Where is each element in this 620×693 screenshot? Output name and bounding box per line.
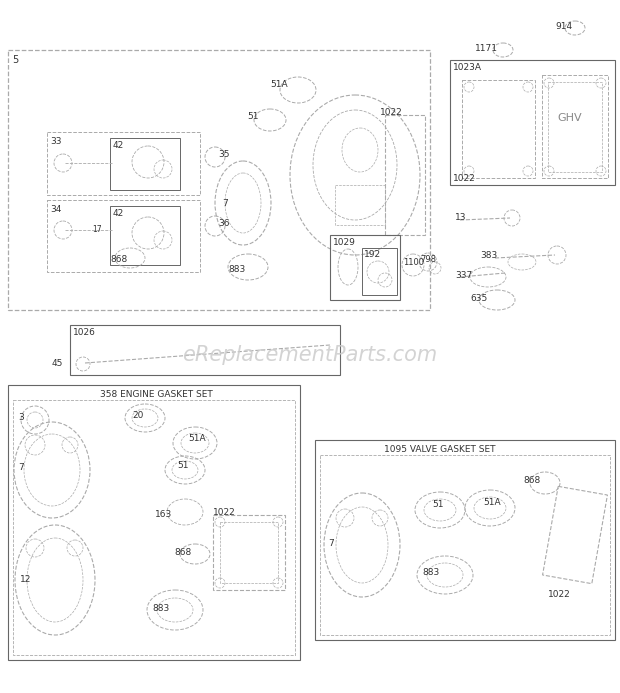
Bar xyxy=(542,486,608,584)
Bar xyxy=(335,185,385,225)
Text: 1022: 1022 xyxy=(380,108,403,117)
Text: 163: 163 xyxy=(155,510,172,519)
Text: 868: 868 xyxy=(110,256,127,265)
Text: 42: 42 xyxy=(113,209,124,218)
Text: 883: 883 xyxy=(422,568,439,577)
Text: 7: 7 xyxy=(222,200,228,209)
Text: 51A: 51A xyxy=(483,498,500,507)
Text: 35: 35 xyxy=(218,150,229,159)
Text: 883: 883 xyxy=(152,604,169,613)
Text: 868: 868 xyxy=(174,548,191,557)
Bar xyxy=(330,235,400,300)
Text: 7: 7 xyxy=(328,538,334,547)
Bar xyxy=(13,400,295,655)
Bar xyxy=(110,138,180,190)
Bar xyxy=(385,115,425,235)
Text: 1026: 1026 xyxy=(73,328,96,337)
Text: 45: 45 xyxy=(52,358,63,367)
Bar xyxy=(70,325,340,375)
Text: 20: 20 xyxy=(132,411,143,420)
Text: 17: 17 xyxy=(92,225,102,234)
Text: 1100: 1100 xyxy=(403,258,424,267)
Text: 36: 36 xyxy=(218,219,229,228)
Bar xyxy=(315,440,615,640)
Text: eReplacementParts.com: eReplacementParts.com xyxy=(182,345,438,365)
Text: 7: 7 xyxy=(18,462,24,471)
Text: 914: 914 xyxy=(555,22,572,31)
Text: GHV: GHV xyxy=(557,113,582,123)
Bar xyxy=(110,206,180,265)
Text: 51: 51 xyxy=(247,112,259,121)
Text: 798: 798 xyxy=(420,255,436,264)
Text: 3: 3 xyxy=(18,413,24,422)
Text: 12: 12 xyxy=(20,575,32,584)
Bar xyxy=(548,82,602,172)
Bar xyxy=(47,132,200,195)
Text: 1022: 1022 xyxy=(453,174,476,183)
Text: 1029: 1029 xyxy=(333,238,356,247)
Bar xyxy=(320,455,610,635)
Bar xyxy=(47,200,200,272)
Text: 1023A: 1023A xyxy=(453,63,482,72)
Bar xyxy=(220,522,278,583)
Text: 883: 883 xyxy=(228,265,246,274)
Text: 13: 13 xyxy=(455,213,466,222)
Text: 868: 868 xyxy=(523,476,540,485)
Text: 358 ENGINE GASKET SET: 358 ENGINE GASKET SET xyxy=(100,390,213,399)
Text: 51: 51 xyxy=(432,500,443,509)
Bar xyxy=(462,80,535,178)
Text: 51A: 51A xyxy=(270,80,288,89)
Text: 1022: 1022 xyxy=(213,508,236,517)
Text: 337: 337 xyxy=(455,271,472,280)
Text: 33: 33 xyxy=(50,137,61,146)
Bar xyxy=(213,515,285,590)
Bar xyxy=(450,60,615,185)
Text: 42: 42 xyxy=(113,141,124,150)
Text: 192: 192 xyxy=(364,250,381,259)
Text: 51A: 51A xyxy=(188,434,206,443)
Text: 635: 635 xyxy=(470,294,487,303)
Text: 383: 383 xyxy=(480,251,497,260)
Text: 51: 51 xyxy=(177,461,188,470)
Bar xyxy=(542,75,608,178)
Text: 5: 5 xyxy=(12,55,18,65)
Text: 1095 VALVE GASKET SET: 1095 VALVE GASKET SET xyxy=(384,445,496,454)
Bar xyxy=(8,385,300,660)
Bar xyxy=(362,248,397,295)
Text: 1022: 1022 xyxy=(548,590,571,599)
Text: 1171: 1171 xyxy=(475,44,498,53)
Text: 34: 34 xyxy=(50,205,61,214)
Bar xyxy=(8,50,430,310)
